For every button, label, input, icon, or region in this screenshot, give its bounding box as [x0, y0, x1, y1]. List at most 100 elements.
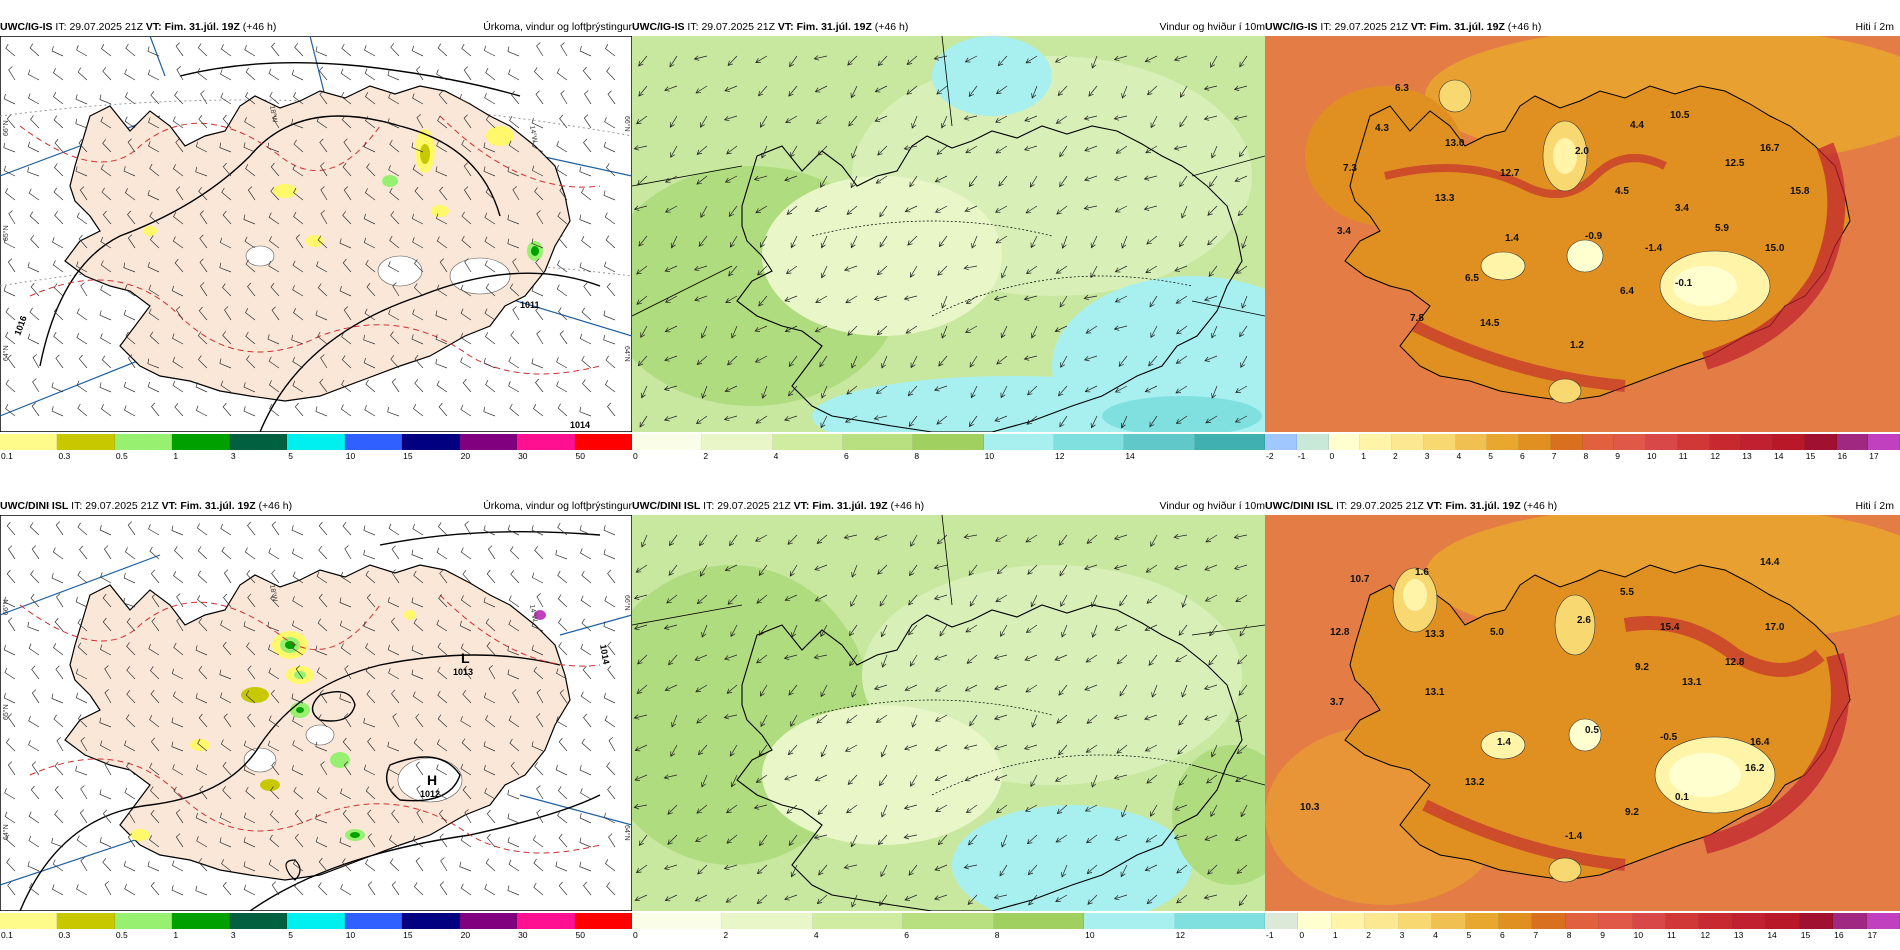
- wind-barb: [198, 713, 208, 728]
- colorbar-swatch: [229, 913, 288, 929]
- wind-barb: [198, 306, 208, 321]
- wind-barb: [199, 258, 208, 273]
- wind-arrow: [637, 175, 648, 186]
- wind-barb: [317, 331, 328, 345]
- wind-barb: [124, 284, 136, 297]
- temperature-label: 4.4: [1630, 120, 1644, 131]
- wind-barb: [31, 689, 40, 704]
- wind-arrow: [1173, 834, 1188, 840]
- colorbar-tick-label: 3: [230, 451, 236, 461]
- wind-arrow: [1239, 624, 1248, 637]
- panel-title-right: Vindur og hviður í 10m: [1159, 500, 1265, 512]
- wind-arrow: [636, 115, 648, 125]
- wind-arrow: [784, 295, 798, 302]
- temperature-label: -0.1: [1675, 278, 1693, 289]
- wind-barb: [440, 857, 448, 872]
- wind-arrow: [1114, 385, 1128, 393]
- colorbar-swatch: [1646, 434, 1678, 450]
- wind-arrow: [934, 654, 948, 661]
- wind-barb: [483, 764, 496, 776]
- colorbar-tick-label: 6: [1520, 451, 1525, 461]
- wind-barb: [101, 355, 112, 369]
- wind-arrow: [725, 894, 738, 903]
- colorbar-tick-label: 12: [1175, 930, 1186, 940]
- wind-barb: [127, 234, 136, 249]
- wind-arrow: [907, 235, 918, 246]
- wind-arrow: [1000, 325, 1008, 339]
- colorbar-tick-label: 0.3: [58, 451, 71, 461]
- wind-barb: [75, 765, 88, 776]
- wind-barb: [485, 283, 496, 297]
- wind-barb: [558, 737, 568, 752]
- wind-barb: [320, 210, 328, 225]
- wind-barb: [244, 117, 256, 129]
- wind-arrow: [964, 684, 978, 692]
- wind-barb: [460, 643, 472, 656]
- temp-colorbar-ticks: -1012345678910111213141516171819: [1265, 930, 1900, 942]
- wind-arrow: [1086, 834, 1098, 844]
- wind-barb: [534, 187, 544, 201]
- wind-barb: [580, 691, 592, 704]
- colorbar-swatch: [1833, 913, 1867, 929]
- wind-barb: [219, 142, 232, 153]
- wind-barb: [411, 669, 424, 680]
- wind-barb: [412, 237, 424, 249]
- row2-panel-precip: UWC/DINI ISL IT: 29.07.2025 21Z VT: Fim.…: [0, 497, 632, 947]
- wind-arrow: [993, 654, 1008, 660]
- wind-arrow: [1150, 534, 1158, 548]
- wind-barb: [125, 331, 136, 345]
- wind-barb: [127, 833, 136, 848]
- temperature-label: -1.4: [1565, 831, 1583, 842]
- wind-barb: [220, 69, 232, 81]
- wind-barb: [415, 857, 424, 872]
- wind-arrow: [820, 175, 828, 188]
- vt-label: VT:: [161, 500, 178, 512]
- it-label: IT:: [687, 21, 699, 33]
- wind-barb: [175, 833, 184, 848]
- wind-barb: [536, 210, 544, 225]
- wind-barb: [222, 283, 232, 297]
- wind-arrow: [726, 684, 738, 694]
- wind-arrow: [1058, 385, 1068, 397]
- wind-barb: [104, 761, 112, 776]
- wind-arrow: [701, 624, 708, 638]
- wind-barb: [268, 212, 280, 225]
- wind-barb: [510, 90, 520, 105]
- wind-arrow: [1237, 654, 1248, 665]
- wind-barb: [77, 570, 88, 584]
- wind-arrow: [994, 415, 1008, 422]
- wind-barb: [556, 716, 568, 728]
- wind-barb: [52, 547, 64, 560]
- colorbar-tick-label: 9: [1615, 451, 1620, 461]
- wind-barb: [317, 235, 328, 249]
- lead-time: (+46 h): [242, 21, 277, 33]
- wind-arrow: [637, 654, 648, 665]
- colorbar-swatch: [1084, 913, 1175, 929]
- wind-arrow: [1144, 744, 1158, 752]
- wind-barb: [220, 92, 232, 105]
- wind-barb: [531, 621, 544, 632]
- wind-barb: [76, 884, 88, 896]
- wind-barb: [197, 43, 208, 57]
- wind-barb: [172, 356, 184, 369]
- wind-colorbar-ticks: 0 2 4 6 8 10 12: [632, 930, 1265, 942]
- wind-arrow: [936, 85, 948, 95]
- wind-arrow: [641, 534, 648, 548]
- wind-arrow: [668, 654, 678, 666]
- wind-barb: [460, 883, 472, 896]
- wind-arrow: [1181, 684, 1188, 698]
- wind-arrow: [815, 115, 828, 125]
- it-value: 29.07.2025 21Z: [1334, 21, 1408, 33]
- wind-arrow: [696, 145, 708, 155]
- wind-arrow: [730, 774, 738, 788]
- wind-barb: [55, 521, 64, 536]
- wind-barb: [415, 761, 424, 776]
- wind-barb: [536, 809, 544, 824]
- wind-arrow: [1240, 804, 1248, 818]
- wind-arrow: [963, 744, 978, 750]
- wind-barb: [556, 68, 568, 81]
- wind-barb: [390, 331, 400, 345]
- wind-barb: [123, 309, 136, 321]
- wind-barb: [507, 238, 520, 249]
- colorbar-swatch: [1532, 913, 1566, 929]
